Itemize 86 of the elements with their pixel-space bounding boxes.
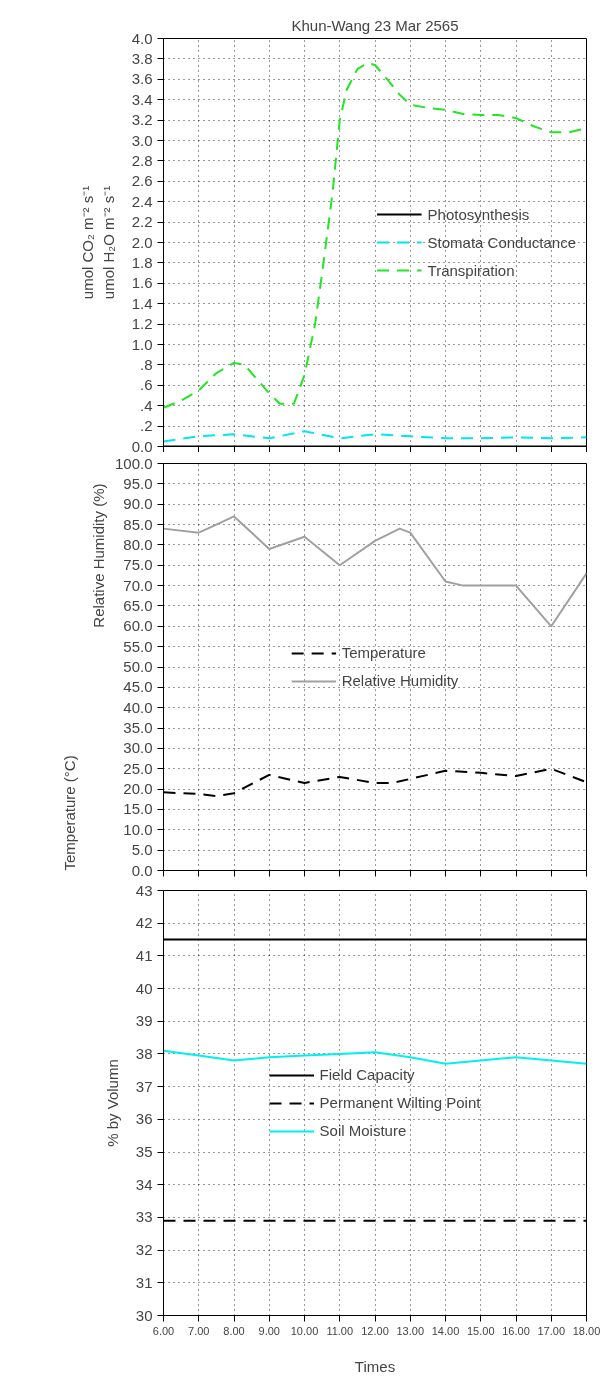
y-tick-label: .2 (139, 417, 153, 435)
y-tick-label: 4.0 (131, 29, 153, 47)
y-tick-label: 34 (135, 1175, 153, 1193)
y-tick-label: 1.0 (131, 335, 153, 353)
y-tick-label: 40 (135, 979, 153, 997)
chart-title: Khun-Wang 23 Mar 2565 (291, 16, 459, 34)
y-tick-label: 36 (135, 1110, 153, 1128)
x-tick-label: 8.00 (223, 1324, 245, 1337)
y-tick-label: 75.0 (123, 556, 153, 574)
y-tick-label: 38 (135, 1044, 153, 1062)
y-tick-label: 5.0 (131, 841, 153, 859)
y-tick-label: 45.0 (123, 678, 153, 696)
legend-label: Relative Humidity (341, 672, 459, 689)
text: Temperature (°C) (60, 755, 78, 871)
y-tick-label: 25.0 (123, 759, 153, 777)
y-tick-label: 43 (135, 881, 153, 899)
legend-label: Soil Moisture (319, 1122, 407, 1139)
y-tick-label: .8 (139, 355, 153, 373)
y-tick-label: 3.0 (131, 131, 153, 149)
y-tick-label: 30 (135, 1306, 153, 1324)
y-tick-label: 20.0 (123, 780, 153, 798)
y-tick-label: 42 (135, 914, 153, 932)
y-tick-label: 3.8 (131, 49, 153, 67)
x-tick-label: 11.00 (326, 1324, 354, 1337)
y-tick-label: 33 (135, 1208, 153, 1226)
x-tick-label: 16.00 (502, 1324, 530, 1337)
y-tick-label: 55.0 (123, 637, 153, 655)
y-tick-label: 10.0 (123, 820, 153, 838)
y-tick-label: 0.0 (131, 437, 153, 455)
y-tick-label: 39 (135, 1012, 153, 1030)
x-tick-label: 7.00 (188, 1324, 210, 1337)
x-tick-label: 9.00 (258, 1324, 280, 1337)
y-tick-label: 15.0 (123, 800, 153, 818)
y-tick-label: 30.0 (123, 739, 153, 757)
x-tick-label: 12.00 (361, 1324, 389, 1337)
y-tick-label: 35.0 (123, 719, 153, 737)
y-tick-label: 0.0 (131, 861, 153, 879)
y-tick-label: 40.0 (123, 698, 153, 716)
y-axis-title: % by Volumn (103, 1059, 121, 1147)
y-tick-label: 90.0 (123, 495, 153, 513)
y-tick-label: 85.0 (123, 515, 153, 533)
legend-label: Field Capacity (319, 1066, 415, 1083)
y-tick-label: 31 (135, 1273, 153, 1291)
y-tick-label: 2.0 (131, 233, 153, 251)
x-tick-label: 6.00 (152, 1324, 175, 1337)
y-tick-label: 1.6 (131, 274, 153, 292)
y-tick-label: 37 (135, 1077, 153, 1095)
x-tick-label: 17.00 (537, 1324, 566, 1337)
y-tick-label: 2.4 (131, 192, 153, 210)
legend-label: Permanent Wilting Point (319, 1094, 481, 1111)
y-tick-label: 80.0 (123, 535, 153, 553)
y-tick-label: 2.6 (131, 172, 153, 190)
y-tick-label: 2.8 (131, 151, 153, 169)
y-tick-label: 1.4 (131, 294, 153, 312)
y-tick-label: 1.2 (131, 315, 153, 333)
line-series (163, 1049, 587, 1065)
y-axis-title: umol CO₂ m⁻² s⁻¹ umol H₂O m⁻² s⁻¹ (79, 185, 117, 300)
y-tick-label: 3.4 (131, 90, 153, 108)
line-series (163, 430, 587, 443)
x-axis-title: Times (354, 1357, 396, 1375)
legend-label: Stomata Conductance (427, 233, 576, 251)
y-tick-label: 2.2 (131, 213, 153, 231)
y-tick-label: 35 (135, 1143, 153, 1161)
y-tick-label: 3.2 (131, 111, 153, 129)
y-tick-label: 32 (135, 1241, 153, 1259)
y-tick-label: .6 (139, 376, 153, 394)
y-tick-label: 60.0 (123, 617, 153, 635)
y-tick-label: 70.0 (123, 576, 153, 594)
x-tick-label: 15.00 (466, 1324, 495, 1337)
y-tick-label: 1.8 (131, 253, 153, 271)
x-tick-label: 13.00 (396, 1324, 425, 1337)
y-tick-label: 41 (135, 946, 153, 964)
y-tick-label: .4 (139, 396, 153, 414)
y-tick-label: 100.0 (114, 454, 153, 472)
y-tick-label: 3.6 (131, 70, 153, 88)
legend-label: Transpiration (427, 261, 515, 279)
y-tick-label: 50.0 (123, 658, 153, 675)
y-tick-label: 65.0 (123, 596, 153, 614)
y-axis-title: Relative Humidity (%) (89, 483, 107, 628)
x-tick-label: 18.00 (572, 1324, 601, 1337)
x-tick-label: 14.00 (431, 1324, 460, 1337)
x-tick-label: 10.00 (290, 1324, 319, 1337)
legend-label: Photosynthesis (427, 205, 530, 223)
y-tick-label: 95.0 (123, 474, 153, 492)
legend-label: Temperature (341, 644, 426, 661)
line-series (163, 515, 587, 628)
